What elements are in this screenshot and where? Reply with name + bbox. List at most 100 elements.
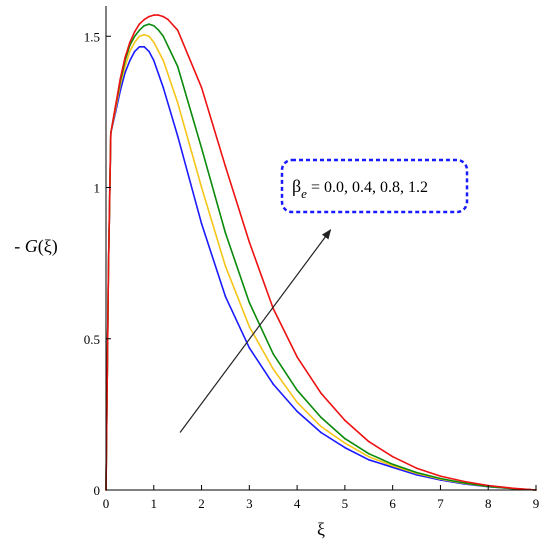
series-0-point-19 [320,431,322,434]
series-3-point-4 [119,77,122,80]
series-3-point-20 [296,356,298,358]
x-tick-label-8: 8 [485,496,492,511]
series-3-point-25 [415,467,418,470]
y-tick-label-3: 1.5 [84,29,100,44]
series-3-point-11 [153,14,155,16]
series-0-point-15 [224,295,227,298]
series-2 [105,23,537,491]
series-0-point-11 [153,59,155,62]
series-3-point-29 [511,487,513,490]
x-tick-label-0: 0 [103,496,110,511]
x-tick-label-4: 4 [294,496,301,511]
series-3-point-18 [248,241,251,243]
series-0-point-22 [391,466,394,469]
series-2-point-26 [463,482,466,484]
series-2-point-24 [415,471,418,474]
series-1-point-22 [391,465,394,467]
annotation-subscript: e [301,186,307,201]
series-line-1 [105,33,537,491]
series-0-point-17 [272,383,275,385]
series-3-point-3 [114,105,117,107]
series-0 [105,45,537,491]
series-3-point-2 [110,132,112,134]
series-1-point-13 [176,102,179,104]
series-2-point-19 [296,389,298,392]
series-1-point-10 [148,35,150,38]
series-0-point-12 [162,86,165,89]
ticks: 0 1 2 3 4 5 6 7 8 9 0 0.5 1 1.5 [84,29,540,511]
y-tick-label-2: 1 [94,181,101,196]
series-2-point-9 [143,24,145,27]
series-3-point-9 [143,18,145,21]
y-axis-title-arg: (ξ) [38,236,58,257]
x-tick-label-5: 5 [342,496,349,511]
annotation-values: = 0.0, 0.4, 0.8, 1.2 [307,179,428,196]
series-1-point-6 [129,50,131,53]
series-1-point-18 [296,401,298,404]
series-3-point-22 [344,419,346,422]
annotation-label: βe = 0.0, 0.4, 0.8, 1.2 [292,176,428,201]
series-2-point-14 [176,65,179,68]
series-line-2 [105,23,537,491]
series-1-point-20 [344,442,346,444]
x-tick-label-2: 2 [198,496,205,511]
series-2-point-13 [162,35,165,38]
series-0-point-13 [176,135,179,137]
series-2-point-16 [224,232,227,234]
series-1-point-12 [162,59,165,62]
series-2-point-8 [138,29,141,32]
series-2-point-23 [391,463,394,466]
annotation-symbol: β [292,176,301,196]
series-3-point-12 [157,14,160,16]
series-0-point-16 [248,347,251,349]
series-1-point-14 [200,186,203,189]
series-1-point-19 [320,425,322,428]
series-line-0 [105,45,537,491]
series-3-point-23 [368,440,370,443]
series-0-point-9 [143,46,145,48]
annotation: βe = 0.0, 0.4, 0.8, 1.2 [179,158,469,433]
series-0-point-7 [133,50,136,53]
series-3-point-21 [320,392,322,395]
series-3-point-26 [439,475,442,477]
x-tick-label-6: 6 [389,496,396,511]
series-3-point-13 [162,15,165,18]
series-3-point-16 [200,86,203,89]
series-3-point-15 [176,29,179,32]
series-0-point-5 [124,71,126,74]
series-3-point-7 [133,30,136,33]
series-3-point-24 [391,455,394,458]
y-tick-label-1: 0.5 [84,332,100,347]
y-tick-label-0: 0 [94,483,101,498]
series-2-point-25 [439,477,442,480]
series-0-point-21 [368,459,370,461]
series-1-point-8 [138,35,141,38]
series-0-point-14 [200,223,203,225]
series-1-point-16 [248,325,251,328]
series-3-point-27 [463,480,466,483]
series-0-point-23 [415,474,418,476]
annotation-arrow [179,229,332,433]
annotation-box [280,158,469,214]
series-line-3 [105,14,537,491]
series-2-point-21 [344,437,346,440]
axes [105,6,536,491]
series-1-point-9 [143,33,145,36]
series-2-point-7 [133,35,136,38]
series-1-point-15 [224,265,227,267]
y-axis-title-func: G [25,236,38,256]
y-axis-title: - G(ξ) [14,236,58,257]
series-3-point-1 [107,271,110,274]
x-tick-label-3: 3 [246,496,253,511]
series-0-point-8 [138,46,141,48]
series-2-point-22 [368,452,370,455]
series-3-point-17 [224,165,227,168]
y-axis-title-prefix: - [14,236,25,256]
series-0-point-18 [296,410,298,413]
series-2-point-12 [157,29,160,32]
x-tick-label-7: 7 [437,496,444,511]
series-3 [105,14,537,491]
series-3-point-8 [138,23,141,25]
series-0-point-20 [344,446,346,449]
